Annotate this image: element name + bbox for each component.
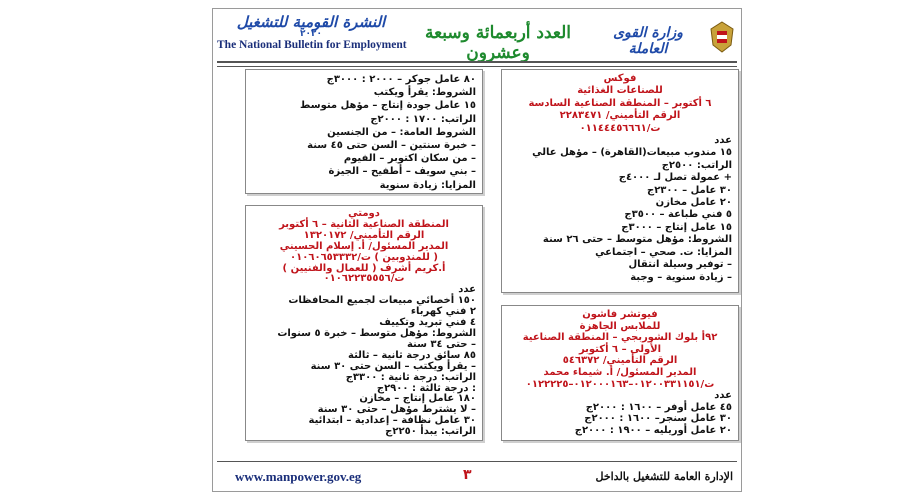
job-line: الراتب: يبدأ ٢٢٥٠ج (385, 426, 476, 438)
job-line: الراتب: ٢٥٠٠ج (661, 159, 732, 171)
job-line: : درجة ثالثة : ٢٩٠٠ج (376, 382, 476, 394)
emblem (710, 21, 734, 53)
company-line: فيوتشر فاشون (582, 309, 658, 320)
company-line: الرقم التأميني/ ١٣٢٠١٧٢ (303, 229, 425, 241)
job-box: فيوتشر فاشون للملابس الجاهزة ٩٢أ بلوك الشو… (501, 305, 739, 441)
job-line: ٣٠ عامل – ٢٣٠٠ج (646, 184, 732, 196)
job-line: ٤ فني تبريد وتكييف (379, 317, 476, 329)
job-line: الشروط: يقرأ ويكتب (373, 87, 476, 99)
page: النشرة القومية للتشغيل ٢٠٢٠ The National… (212, 8, 742, 492)
job-line: الشروط: مؤهل متوسط – حتى ٢٦ سنة (542, 234, 732, 246)
company-line: الرقم التأميني/ ٥٤٦٣٧٢ (562, 355, 678, 367)
header-rule (217, 61, 737, 67)
company-line: الأولى – ٦ أكتوبر (578, 343, 662, 355)
job-line: الشروط: مؤهل متوسط – خبرة ٥ سنوات (277, 327, 476, 339)
job-line: ٢ فني كهرباء (410, 306, 476, 318)
job-line: – يقرأ ويكتب – السن حتى ٣٠ سنة (310, 360, 476, 372)
job-line: عدد (714, 135, 732, 147)
job-line: – بني سويف – أطفيح – الجيزة (328, 166, 476, 178)
company-line: أ.كريم أشرف ( للعمال والفنيين ) (282, 262, 446, 274)
job-line: ١٥٠ أخصائي مبيعات لجميع المحافظات (288, 295, 476, 307)
company-line: دومتي (348, 208, 380, 219)
company-line: للملابس الجاهزة (579, 320, 661, 332)
page-number: ٣ (463, 467, 472, 483)
job-line: – خبرة سنتين – السن حتى ٤٥ سنة (307, 140, 476, 152)
company-line: المدير المسئول/ أ. إسلام الحسيني (279, 240, 449, 252)
job-line: – توفير وسيلة انتقال (628, 259, 733, 271)
job-line: ١٨٠ عامل إنتاج – مخازن (359, 393, 476, 405)
job-line: ٨٠ عامل جوكر – ٢٠٠٠ : ٣٠٠٠ج (326, 74, 476, 85)
company-line: فوكس (603, 73, 637, 84)
company-line: للصناعات الغذائية (577, 85, 663, 97)
job-line: المزايا: زيادة سنوية (379, 179, 476, 191)
company-line: المنطقة الصناعية الثانية – ٦ أكتوبر (279, 218, 449, 230)
job-line: – حتى ٣٤ سنة (406, 338, 476, 350)
job-line: ٨٥ سائق درجة ثانية – ثالثة (348, 349, 476, 361)
job-line: ٢٠ عامل أوريليه – ١٩٠٠ : ٢٠٠٠ج (574, 424, 732, 436)
job-line: الشروط العامة: – من الجنسين (327, 126, 476, 138)
company-line: المدير المسئول/ أ. شيماء محمد (543, 366, 697, 378)
job-line: ٢٠ عامل مخازن (655, 197, 732, 209)
company-line: ت/٠١٠٦٢٢٣٥٥٥٦ (323, 273, 405, 285)
logo-arabic: النشرة القومية للتشغيل (236, 13, 386, 31)
department: الإدارة العامة للتشغيل بالداخل (595, 470, 733, 483)
company-line: ت/٠١٢٠٠٣٣١١٥١–٠١٢٠٠٠١٦٣–٠١٢٢٢٢٥ (525, 378, 715, 390)
company-line: الرقم التأميني/ ٢٢٨٣٤٧١ (559, 110, 681, 122)
footer-rule (217, 461, 737, 462)
job-line: ١٥ عامل جودة إنتاج – مؤهل متوسط (300, 100, 476, 112)
job-line: – لا يشترط مؤهل – حتى ٣٠ سنة (317, 404, 476, 416)
company-line: ٩٢أ بلوك الشوربجي – المنطقة الصناعية (522, 332, 718, 344)
job-box: دومتي المنطقة الصناعية الثانية – ٦ أكتوبر… (245, 205, 483, 441)
job-line: ٥ فني طباعة – ٣٥٠٠ج (624, 209, 732, 221)
logo-english: The National Bulletin for Employment (217, 39, 407, 51)
job-box: ٨٠ عامل جوكر – ٢٠٠٠ : ٣٠٠٠ج الشروط: يقرأ … (245, 69, 483, 194)
logo-year: ٢٠٢٠ (300, 29, 322, 39)
job-line: الراتب: درجة ثانية : ٣٣٠٠ج (345, 371, 476, 383)
company-line: ( للمندوبين ) ت/٠١٠٦٠٦٥٣٣٣٢ (290, 251, 438, 263)
website: www.manpower.gov.eg (235, 469, 362, 484)
job-line: – من سكان اكتوبر – الفيوم (343, 153, 476, 165)
issue-title: العدد أربعمائة وسبعة وعشرون (424, 23, 572, 63)
job-line: ٣٠ عامل سنجر– ١٦٠٠ : ٢٠٠٠ج (584, 413, 732, 425)
job-box: فوكس للصناعات الغذائية ٦ أكتوبر – المنطقة … (501, 69, 739, 293)
job-line: الراتب: ١٧٠٠ : ٢٠٠٠ج (370, 113, 476, 125)
job-line: – زيادة سنوية – وجبة (630, 271, 732, 283)
company-line: ٦ أكتوبر – المنطقة الصناعية السادسة (528, 97, 712, 109)
job-line: ١٥ عامل إنتاج – ٣٠٠٠ج (621, 221, 732, 233)
company-line: ت/٠١١٤٤٤٥٦٦٦١ (579, 122, 661, 134)
job-line: عدد (714, 390, 732, 402)
job-line: + عمولة تصل لـ ٤٠٠٠ج (618, 172, 732, 184)
job-line: ٤٥ عامل أوفر – ١٦٠٠ : ٢٠٠٠ج (585, 401, 732, 413)
job-line: المزايا: ت. صحي – اجتماعي (595, 246, 732, 258)
job-line: ٣٠ عامل نظافة – إعدادية – ابتدائية (308, 415, 476, 427)
ministry-name: وزارة القوى العاملة (613, 25, 683, 57)
job-line: عدد (458, 284, 476, 296)
job-line: ١٥ مندوب مبيعات(القاهرة) – مؤهل عالي (532, 147, 732, 159)
